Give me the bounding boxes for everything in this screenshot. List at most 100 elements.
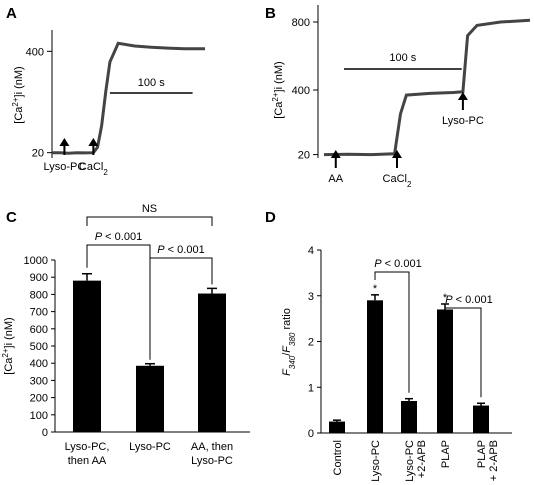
text-span: Lyso-PC bbox=[44, 161, 86, 173]
panel-c-ytick-label: 500 bbox=[30, 341, 48, 353]
panel-d-ytick-label: 0 bbox=[308, 428, 314, 440]
panel-c-bar bbox=[136, 365, 164, 432]
text-span: 2 bbox=[407, 180, 412, 189]
text-span: 2+ bbox=[11, 97, 20, 106]
text-span: 380 bbox=[288, 332, 297, 346]
panel-b-trace bbox=[323, 18, 531, 157]
panel-d-bar bbox=[367, 300, 383, 433]
panel-d-category-label: + 2-APB bbox=[488, 440, 500, 481]
panel-b-arrow-head bbox=[391, 150, 402, 158]
panel-c-ytick-label: 600 bbox=[30, 324, 48, 336]
panel-c: C 0 100 200 300 400 500 600 700 800 900 1000 [Ca2+]i… bbox=[1, 203, 250, 467]
panel-d-star: * bbox=[373, 283, 378, 295]
panel-c-label: C bbox=[6, 209, 17, 226]
panel-b-ylabel: [Ca2+]i (nM) bbox=[271, 61, 286, 118]
panel-c-category-label: Lyso-PC bbox=[129, 441, 171, 453]
panel-c-category-label: AA, then bbox=[191, 441, 233, 453]
panel-c-bracket-ns bbox=[86, 216, 213, 226]
panel-a-ytick-label: 20 bbox=[32, 148, 44, 160]
panel-a-label: A bbox=[6, 5, 17, 22]
text-span: CaCl bbox=[79, 161, 103, 173]
panel-c-bar bbox=[73, 280, 101, 432]
text-span: < 0.001 bbox=[453, 294, 493, 306]
panel-a-scale-label: 100 s bbox=[138, 77, 165, 89]
text-span: ]i (nM) bbox=[3, 317, 15, 348]
panel-d-ytick-label: 3 bbox=[308, 291, 314, 303]
text-span: AA bbox=[328, 173, 343, 185]
panel-c-ytick-label: 800 bbox=[30, 289, 48, 301]
panel-d-ylabel: F340/F380 ratio bbox=[281, 308, 297, 376]
panel-a-arrow-label: CaCl2 bbox=[79, 161, 108, 177]
text-span: ]i (nM) bbox=[273, 61, 285, 92]
text-span: 340 bbox=[288, 355, 297, 369]
panel-b-arrow-label: AA bbox=[328, 173, 343, 185]
panel-b-ytick-label: 800 bbox=[292, 17, 310, 29]
text-span: [Ca bbox=[273, 101, 285, 119]
panel-c-ytick-label: 200 bbox=[30, 393, 48, 405]
text-span: ratio bbox=[281, 308, 293, 332]
panel-c-ytick-label: 100 bbox=[30, 410, 48, 422]
text-span: 2 bbox=[103, 168, 108, 177]
panel-c-bracket-label: NS bbox=[142, 203, 157, 215]
panel-d-category-label: PLAP bbox=[476, 440, 488, 468]
panel-d-ytick-label: 4 bbox=[308, 245, 314, 257]
panel-d-bracket-label: P < 0.001 bbox=[445, 294, 492, 306]
panel-c-bracket-label: P < 0.001 bbox=[95, 231, 142, 243]
text-span: P bbox=[374, 258, 382, 270]
panel-d-category-label: Lyso-PC bbox=[404, 440, 416, 482]
panel-c-bar bbox=[198, 293, 226, 432]
text-span: < 0.001 bbox=[382, 258, 422, 270]
text-span: < 0.001 bbox=[165, 244, 205, 256]
text-span: F bbox=[281, 345, 293, 353]
panel-d-bar bbox=[401, 400, 417, 433]
text-span: < 0.001 bbox=[102, 231, 142, 243]
text-span: CaCl bbox=[383, 173, 407, 185]
panel-b-arrow-head bbox=[330, 150, 341, 158]
panel-a-arrow-head bbox=[88, 138, 99, 146]
panel-c-ylabel: [Ca2+]i (nM) bbox=[1, 317, 16, 374]
panel-a-arrow-head bbox=[59, 138, 70, 146]
text-span: / bbox=[281, 352, 293, 356]
panel-c-category-label: Lyso-PC bbox=[191, 455, 233, 467]
panel-c-bracket-label: P < 0.001 bbox=[157, 244, 204, 256]
text-span: Lyso-PC bbox=[442, 115, 484, 127]
panel-c-ytick-label: 400 bbox=[30, 358, 48, 370]
panel-a-ylabel: [Ca2+]i (nM) bbox=[11, 66, 26, 123]
panel-d-category-label: Lyso-PC bbox=[370, 440, 382, 482]
panel-d-bracket bbox=[374, 271, 410, 393]
panel-d-bar bbox=[437, 309, 453, 433]
panel-c-ytick-label: 900 bbox=[30, 272, 48, 284]
panel-b-ytick-label: 400 bbox=[292, 85, 310, 97]
panel-d-star: * bbox=[443, 292, 448, 304]
panel-a-trace bbox=[52, 41, 205, 155]
text-span: [Ca bbox=[13, 106, 25, 124]
panel-c-ytick-label: 1000 bbox=[24, 255, 48, 267]
panel-d-label: D bbox=[265, 209, 276, 226]
panel-b-arrow-head bbox=[457, 92, 468, 100]
panel-b: B 20 400 800 [Ca2+]i (nM) 100 s AA CaCl2 Lyso-PC bbox=[265, 5, 531, 189]
panel-c-category-label: Lyso-PC, bbox=[65, 441, 110, 453]
panel-d-ytick-label: 2 bbox=[308, 337, 314, 349]
panel-d-category-label: +2-APB bbox=[416, 440, 428, 478]
panel-d-bracket bbox=[444, 307, 482, 398]
panel-d-ytick-label: 1 bbox=[308, 382, 314, 394]
text-span: P bbox=[157, 244, 165, 256]
panel-d-category-label: PLAP bbox=[440, 440, 452, 468]
panel-b-arrow-label: Lyso-PC bbox=[442, 115, 484, 127]
text-span: P bbox=[445, 294, 453, 306]
panel-c-ytick-label: 700 bbox=[30, 307, 48, 319]
text-span: [Ca bbox=[3, 357, 15, 375]
panel-d-bar bbox=[473, 405, 489, 433]
panel-b-label: B bbox=[265, 5, 276, 22]
panel-b-arrow-label: CaCl2 bbox=[383, 173, 412, 189]
panel-c-ytick-label: 0 bbox=[42, 427, 48, 439]
panel-d-bar bbox=[329, 421, 345, 433]
panel-d-bracket-label: P < 0.001 bbox=[374, 258, 421, 270]
panel-a-ytick-label: 400 bbox=[26, 46, 44, 58]
panel-c-ytick-label: 300 bbox=[30, 375, 48, 387]
text-span: F bbox=[281, 368, 293, 376]
text-span: 2+ bbox=[1, 348, 10, 357]
